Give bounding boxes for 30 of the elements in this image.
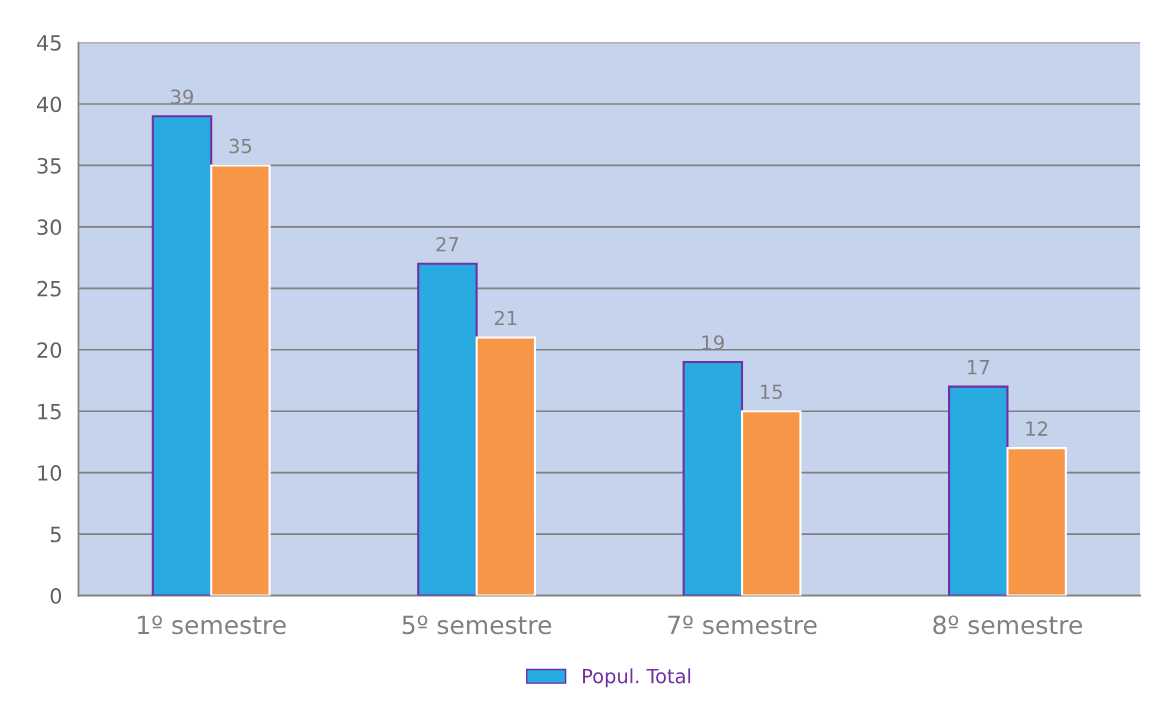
x-tick-label: 5º semestre	[402, 615, 552, 635]
bar	[740, 410, 802, 596]
y-tick-label: 40	[37, 96, 62, 113]
data-label: 15	[760, 384, 782, 400]
bar	[1006, 447, 1067, 596]
y-tick-label: 45	[37, 35, 61, 51]
x-tick-label: 1º semestre	[138, 615, 286, 635]
y-tick-label: 30	[37, 219, 62, 236]
bar	[475, 336, 537, 596]
bar	[417, 262, 478, 596]
y-tick-label: 20	[37, 342, 62, 358]
bar	[682, 361, 744, 596]
y-tick-label: 25	[37, 280, 61, 297]
bar	[948, 385, 1009, 596]
bar	[210, 164, 271, 596]
data-label: 21	[494, 310, 517, 326]
y-tick-label: 15	[38, 403, 61, 420]
data-label: 35	[229, 138, 252, 154]
x-tick-label: 8º semestre	[933, 615, 1082, 635]
y-tick-label: 0	[50, 588, 62, 604]
y-tick-label: 10	[38, 465, 62, 481]
data-label: 27	[436, 236, 459, 252]
data-label: 12	[1026, 421, 1048, 436]
y-tick-label: 35	[37, 157, 61, 174]
data-label: 39	[171, 89, 193, 105]
legend-label: Popul. Total	[583, 668, 691, 688]
bar	[151, 115, 213, 596]
x-tick-label: 7º semestre	[668, 615, 817, 635]
y-tick-label: 5	[50, 526, 61, 543]
data-label: 17	[968, 360, 989, 375]
